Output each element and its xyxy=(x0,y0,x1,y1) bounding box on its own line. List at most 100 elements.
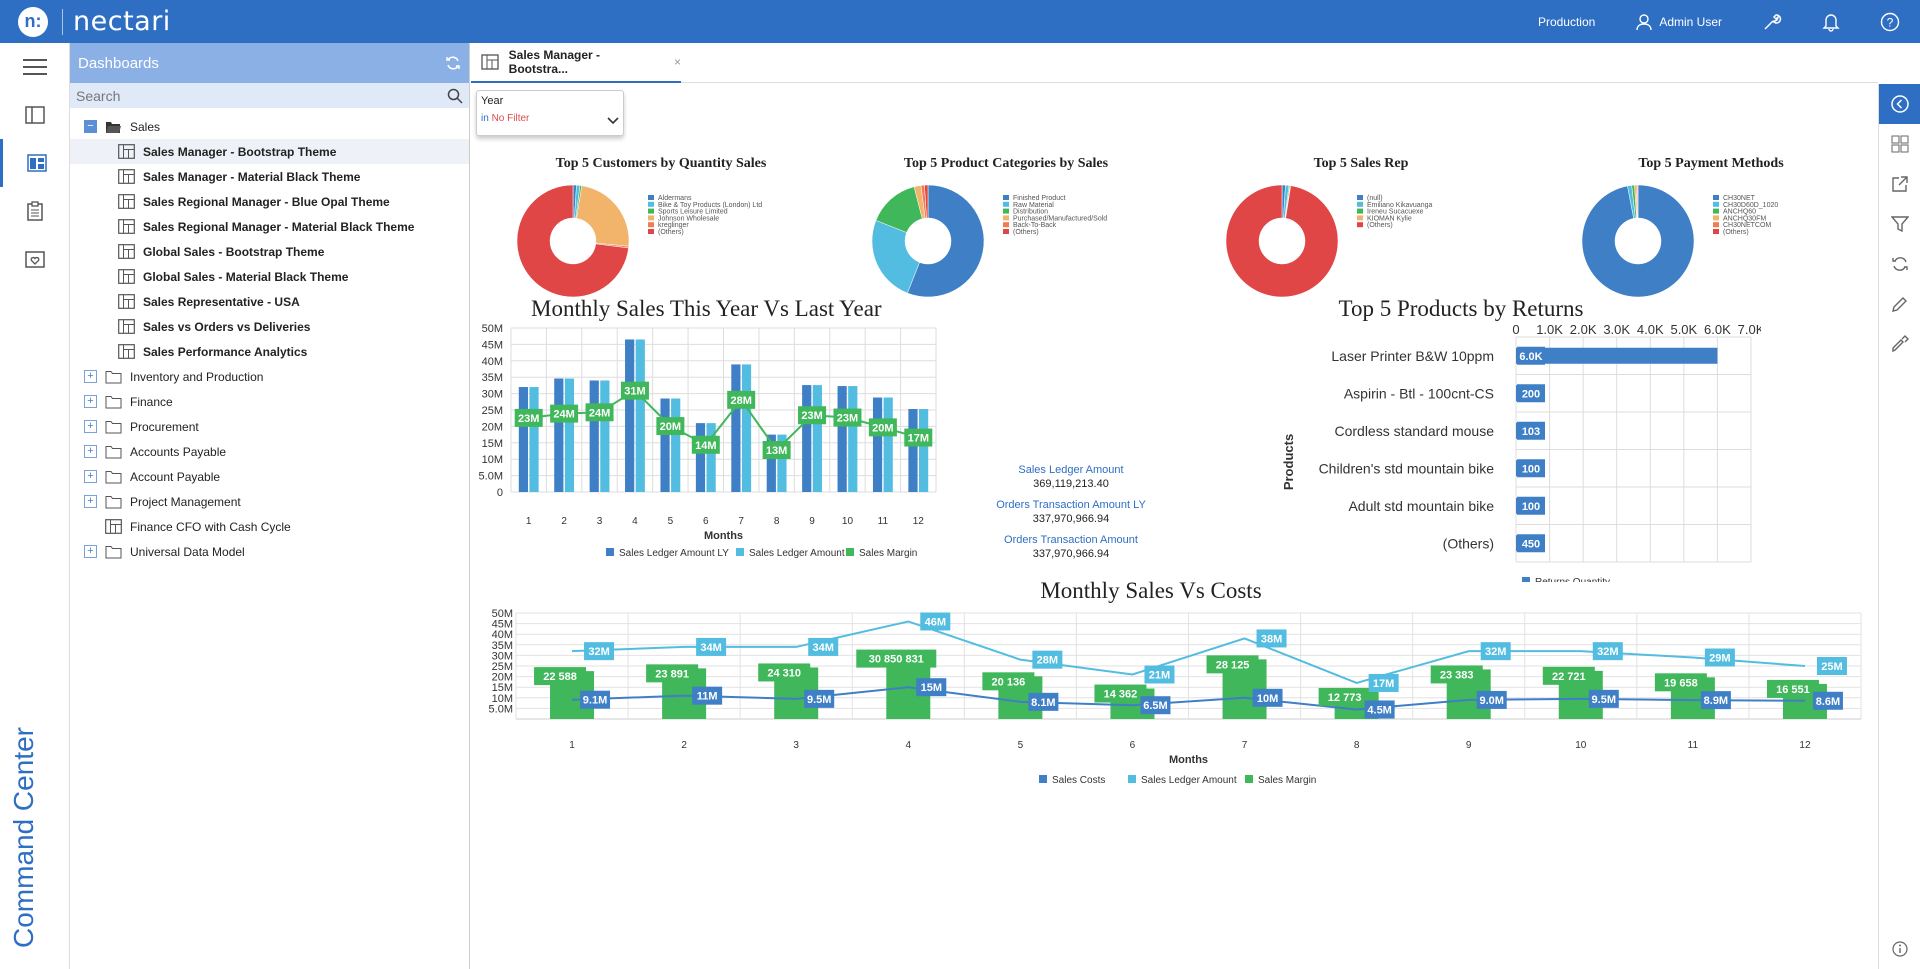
tab-close-button[interactable]: × xyxy=(673,55,681,69)
panel-header: Dashboards xyxy=(70,43,469,83)
y-tick-label: 20M xyxy=(492,672,513,684)
nav-favorites[interactable] xyxy=(0,235,70,283)
refresh-icon[interactable] xyxy=(445,55,461,71)
expand-icon[interactable]: + xyxy=(84,395,97,408)
tree-folder-item[interactable]: − Sales xyxy=(70,114,469,139)
tree-folder-item[interactable]: + Procurement xyxy=(70,414,469,439)
bar xyxy=(837,386,847,492)
bar xyxy=(625,339,635,492)
y-tick-label: 35M xyxy=(482,372,503,384)
collapse-icon[interactable]: − xyxy=(84,120,97,133)
search-input[interactable]: Search xyxy=(70,83,469,108)
tree-folder-item[interactable]: + Accounts Payable xyxy=(70,439,469,464)
data-label-bg xyxy=(808,637,839,656)
tree-item-label: Sales Regional Manager - Blue Opal Theme xyxy=(143,194,390,209)
x-tick-label: 10 xyxy=(842,516,854,527)
data-label: 24 310 xyxy=(767,667,801,679)
kpi-panel: Sales Ledger Amount 369,119,213.40 Order… xyxy=(971,464,1171,569)
filter-button[interactable] xyxy=(1879,204,1920,244)
tab-sales-manager[interactable]: Sales Manager - Bootstra... × xyxy=(471,43,681,83)
bar xyxy=(635,339,645,492)
tree-dashboard-item[interactable]: Sales Manager - Bootstrap Theme xyxy=(70,139,469,164)
x-tick-label: 4 xyxy=(906,740,912,751)
tree-folder-item[interactable]: + Account Payable xyxy=(70,464,469,489)
tree-folder-item[interactable]: + Project Management xyxy=(70,489,469,514)
bar xyxy=(919,409,929,492)
data-label-bg xyxy=(1364,700,1395,719)
legend-swatch xyxy=(648,229,654,234)
color-picker-button[interactable] xyxy=(1879,324,1920,364)
expand-icon[interactable]: + xyxy=(84,370,97,383)
tree-folder-item[interactable]: + Inventory and Production xyxy=(70,364,469,389)
bar xyxy=(589,380,599,492)
nav-tasks[interactable] xyxy=(0,187,70,235)
eyedropper-icon xyxy=(1892,335,1909,353)
help-button[interactable]: ? xyxy=(1860,0,1920,43)
tools-button[interactable] xyxy=(1742,0,1802,43)
tree-folder-item[interactable]: + Universal Data Model xyxy=(70,539,469,564)
data-label: 20M xyxy=(660,421,681,433)
nav-reports[interactable] xyxy=(0,91,70,139)
info-button[interactable] xyxy=(1879,929,1920,969)
tree-folder-item[interactable]: Finance CFO with Cash Cycle xyxy=(70,514,469,539)
data-label: 20 136 xyxy=(992,676,1026,688)
expand-icon[interactable]: + xyxy=(84,545,97,558)
collapse-button[interactable] xyxy=(1879,84,1920,124)
layout-button[interactable] xyxy=(1879,124,1920,164)
tree-dashboard-item[interactable]: Global Sales - Bootstrap Theme xyxy=(70,239,469,264)
data-label: 11M xyxy=(697,691,718,703)
data-label: 24M xyxy=(553,409,574,421)
chart-title-payment: Top 5 Payment Methods xyxy=(1638,156,1784,171)
edit-button[interactable] xyxy=(1879,284,1920,324)
tree-item-label: Global Sales - Bootstrap Theme xyxy=(143,244,325,259)
x-tick-label: 2.0K xyxy=(1570,322,1597,337)
data-label: 6.5M xyxy=(1143,700,1167,712)
expand-icon[interactable]: + xyxy=(84,445,97,458)
nav-dashboards[interactable] xyxy=(0,139,70,187)
legend-label: Sales Costs xyxy=(1052,775,1105,786)
logo[interactable]: n: nectari xyxy=(18,6,171,37)
data-label: 15M xyxy=(921,682,942,694)
expand-icon[interactable] xyxy=(84,520,97,533)
y-tick-label: 30M xyxy=(492,650,513,662)
data-label-bg xyxy=(1206,655,1259,674)
data-label-bg xyxy=(550,404,579,423)
notifications-button[interactable] xyxy=(1802,0,1860,43)
data-label-bg xyxy=(1368,673,1399,692)
tree-folder-item[interactable]: + Finance xyxy=(70,389,469,414)
environment-selector[interactable]: Production xyxy=(1537,14,1596,29)
dashboard-icon xyxy=(26,154,47,172)
svg-text:?: ? xyxy=(1887,15,1894,29)
tree-item-label: Sales xyxy=(130,119,161,134)
data-label-bg xyxy=(856,649,937,668)
tree-dashboard-item[interactable]: Sales vs Orders vs Deliveries xyxy=(70,314,469,339)
expand-icon[interactable]: + xyxy=(84,420,97,433)
export-button[interactable] xyxy=(1879,164,1920,204)
legend-label: Johnson Wholesale xyxy=(658,215,719,222)
refresh-button[interactable] xyxy=(1879,244,1920,284)
data-label-bg xyxy=(580,690,611,709)
search-icon[interactable] xyxy=(447,88,463,104)
menu-toggle-button[interactable] xyxy=(0,43,70,91)
year-filter[interactable]: Year in No Filter xyxy=(476,90,624,136)
tree-dashboard-item[interactable]: Global Sales - Material Black Theme xyxy=(70,264,469,289)
legend-swatch xyxy=(1713,201,1719,207)
x-tick-label: 1 xyxy=(569,740,575,751)
tree-dashboard-item[interactable]: Sales Regional Manager - Blue Opal Theme xyxy=(70,189,469,214)
data-label: 4.5M xyxy=(1367,704,1391,716)
tree-dashboard-item[interactable]: Sales Regional Manager - Material Black … xyxy=(70,214,469,239)
tree-dashboard-item[interactable]: Sales Performance Analytics xyxy=(70,339,469,364)
tree-item-label: Project Management xyxy=(130,494,241,509)
tree-dashboard-item[interactable]: Sales Manager - Material Black Theme xyxy=(70,164,469,189)
user-menu[interactable]: Admin User xyxy=(1615,0,1742,43)
x-axis-label: Months xyxy=(704,530,743,542)
chevron-down-icon[interactable] xyxy=(607,117,619,125)
legend-swatch xyxy=(1128,775,1136,783)
tree-item-label: Finance CFO with Cash Cycle xyxy=(130,519,291,534)
expand-icon[interactable]: + xyxy=(84,470,97,483)
bar xyxy=(802,385,812,492)
tree-dashboard-item[interactable]: Sales Representative - USA xyxy=(70,289,469,314)
legend-swatch xyxy=(1245,775,1253,783)
tree-item-label: Inventory and Production xyxy=(130,369,264,384)
expand-icon[interactable]: + xyxy=(84,495,97,508)
